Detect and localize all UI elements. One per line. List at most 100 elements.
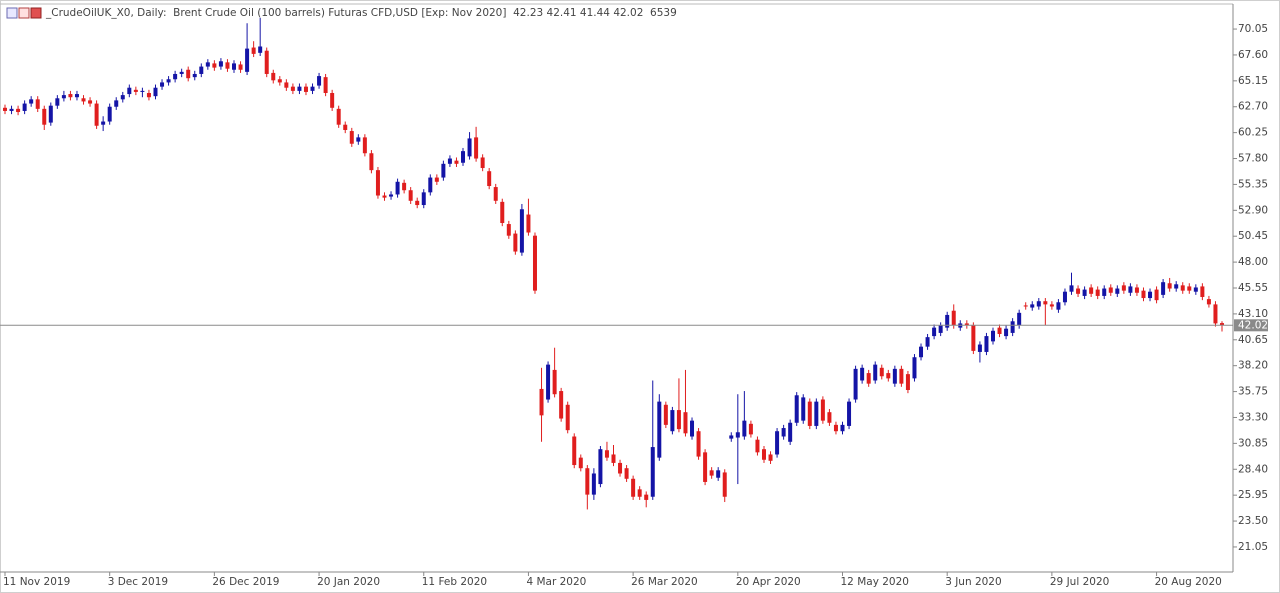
y-tick-label: 60.25	[1238, 127, 1268, 139]
candle-body	[323, 77, 328, 93]
y-tick-label: 67.60	[1238, 49, 1268, 61]
candle-body	[297, 86, 302, 91]
candle-body	[761, 449, 766, 460]
candle-body	[984, 336, 989, 352]
candle-body	[1154, 289, 1159, 301]
toolbar-icons	[6, 7, 42, 19]
candle-body	[212, 63, 217, 68]
candle-body	[585, 468, 590, 495]
candle-body	[173, 73, 178, 80]
x-tick-label: 20 Apr 2020	[736, 576, 801, 588]
candle-body	[218, 61, 223, 67]
candle-body	[932, 327, 937, 337]
x-tick-label: 20 Jan 2020	[317, 576, 380, 588]
candle-body	[1128, 286, 1133, 293]
y-tick-label: 70.05	[1238, 23, 1268, 35]
candle-body	[166, 79, 171, 83]
candle-body	[591, 473, 596, 495]
candle-body	[192, 73, 197, 78]
y-tick-label: 25.95	[1238, 489, 1268, 501]
candle-body	[683, 412, 688, 434]
candle-body	[1095, 289, 1100, 296]
candle-body	[572, 436, 577, 466]
candle-body	[853, 368, 858, 400]
candle-body	[186, 69, 191, 79]
candle-body	[114, 100, 119, 107]
candle-body	[1206, 299, 1211, 305]
candle-body	[696, 431, 701, 457]
last-price-label: 42.02	[1238, 319, 1268, 331]
candle-body	[1161, 282, 1166, 295]
candle-body	[552, 369, 557, 395]
last-price-box	[1234, 319, 1268, 332]
candle-body	[676, 410, 681, 430]
candle-body	[1030, 304, 1035, 308]
y-tick-label: 23.50	[1238, 515, 1268, 527]
icon	[30, 7, 42, 19]
candle-body	[1213, 304, 1218, 324]
candle-body	[454, 160, 459, 164]
x-tick-label: 3 Jun 2020	[945, 576, 1001, 588]
candle-body	[500, 201, 505, 223]
candle-body	[349, 131, 354, 144]
candle-body	[964, 323, 969, 326]
candle-body	[716, 470, 721, 478]
candle-body	[781, 428, 786, 437]
candle-body	[637, 489, 642, 497]
candle-body	[415, 200, 420, 206]
candle-body	[343, 124, 348, 130]
candle-body	[179, 71, 184, 74]
candle-body	[1056, 302, 1061, 310]
candle-body	[801, 397, 806, 421]
candle-body	[1167, 283, 1172, 289]
candle-body	[303, 86, 308, 92]
candle-body	[461, 151, 466, 163]
candle-body	[532, 235, 537, 291]
y-tick-label: 55.35	[1238, 178, 1268, 190]
candle-body	[899, 368, 904, 384]
candle-body	[382, 195, 387, 198]
candle-body	[519, 209, 524, 253]
candle-body	[94, 103, 99, 126]
candle-body	[68, 94, 73, 98]
candle-body	[1187, 286, 1192, 291]
candle-body	[264, 50, 269, 74]
candle-body	[1220, 323, 1224, 326]
candle-body	[362, 137, 367, 154]
x-tick-label: 29 Jul 2020	[1050, 576, 1109, 588]
y-tick-label: 52.90	[1238, 204, 1268, 216]
candle-body	[408, 190, 413, 201]
y-tick-label: 57.80	[1238, 153, 1268, 165]
x-tick-label: 3 Dec 2019	[108, 576, 168, 588]
candle-body	[199, 66, 204, 74]
y-tick-label: 45.55	[1238, 282, 1268, 294]
candle-body	[807, 401, 812, 426]
candle-body	[624, 468, 629, 479]
candle-body	[657, 401, 662, 458]
candle-body	[330, 92, 335, 108]
y-tick-label: 65.15	[1238, 75, 1268, 87]
candle-body	[290, 86, 295, 91]
candle-body	[971, 325, 976, 351]
candle-body	[847, 401, 852, 426]
candle-body	[611, 454, 616, 463]
icon	[18, 7, 30, 19]
candle-body	[133, 89, 138, 92]
candle-body	[748, 423, 753, 435]
candle-body	[1193, 287, 1198, 292]
candle-body	[925, 337, 930, 347]
candle-body	[402, 182, 407, 191]
candle-body	[919, 346, 924, 358]
candle-body	[840, 424, 845, 432]
candle-body	[1102, 288, 1107, 296]
candle-body	[513, 233, 518, 252]
candle-body	[644, 494, 649, 500]
candle-body	[670, 410, 675, 432]
candle-body	[310, 86, 315, 91]
candle-body	[768, 454, 773, 461]
candle-body	[546, 364, 551, 400]
y-tick-label: 48.00	[1238, 256, 1268, 268]
x-tick-label: 11 Feb 2020	[422, 576, 487, 588]
